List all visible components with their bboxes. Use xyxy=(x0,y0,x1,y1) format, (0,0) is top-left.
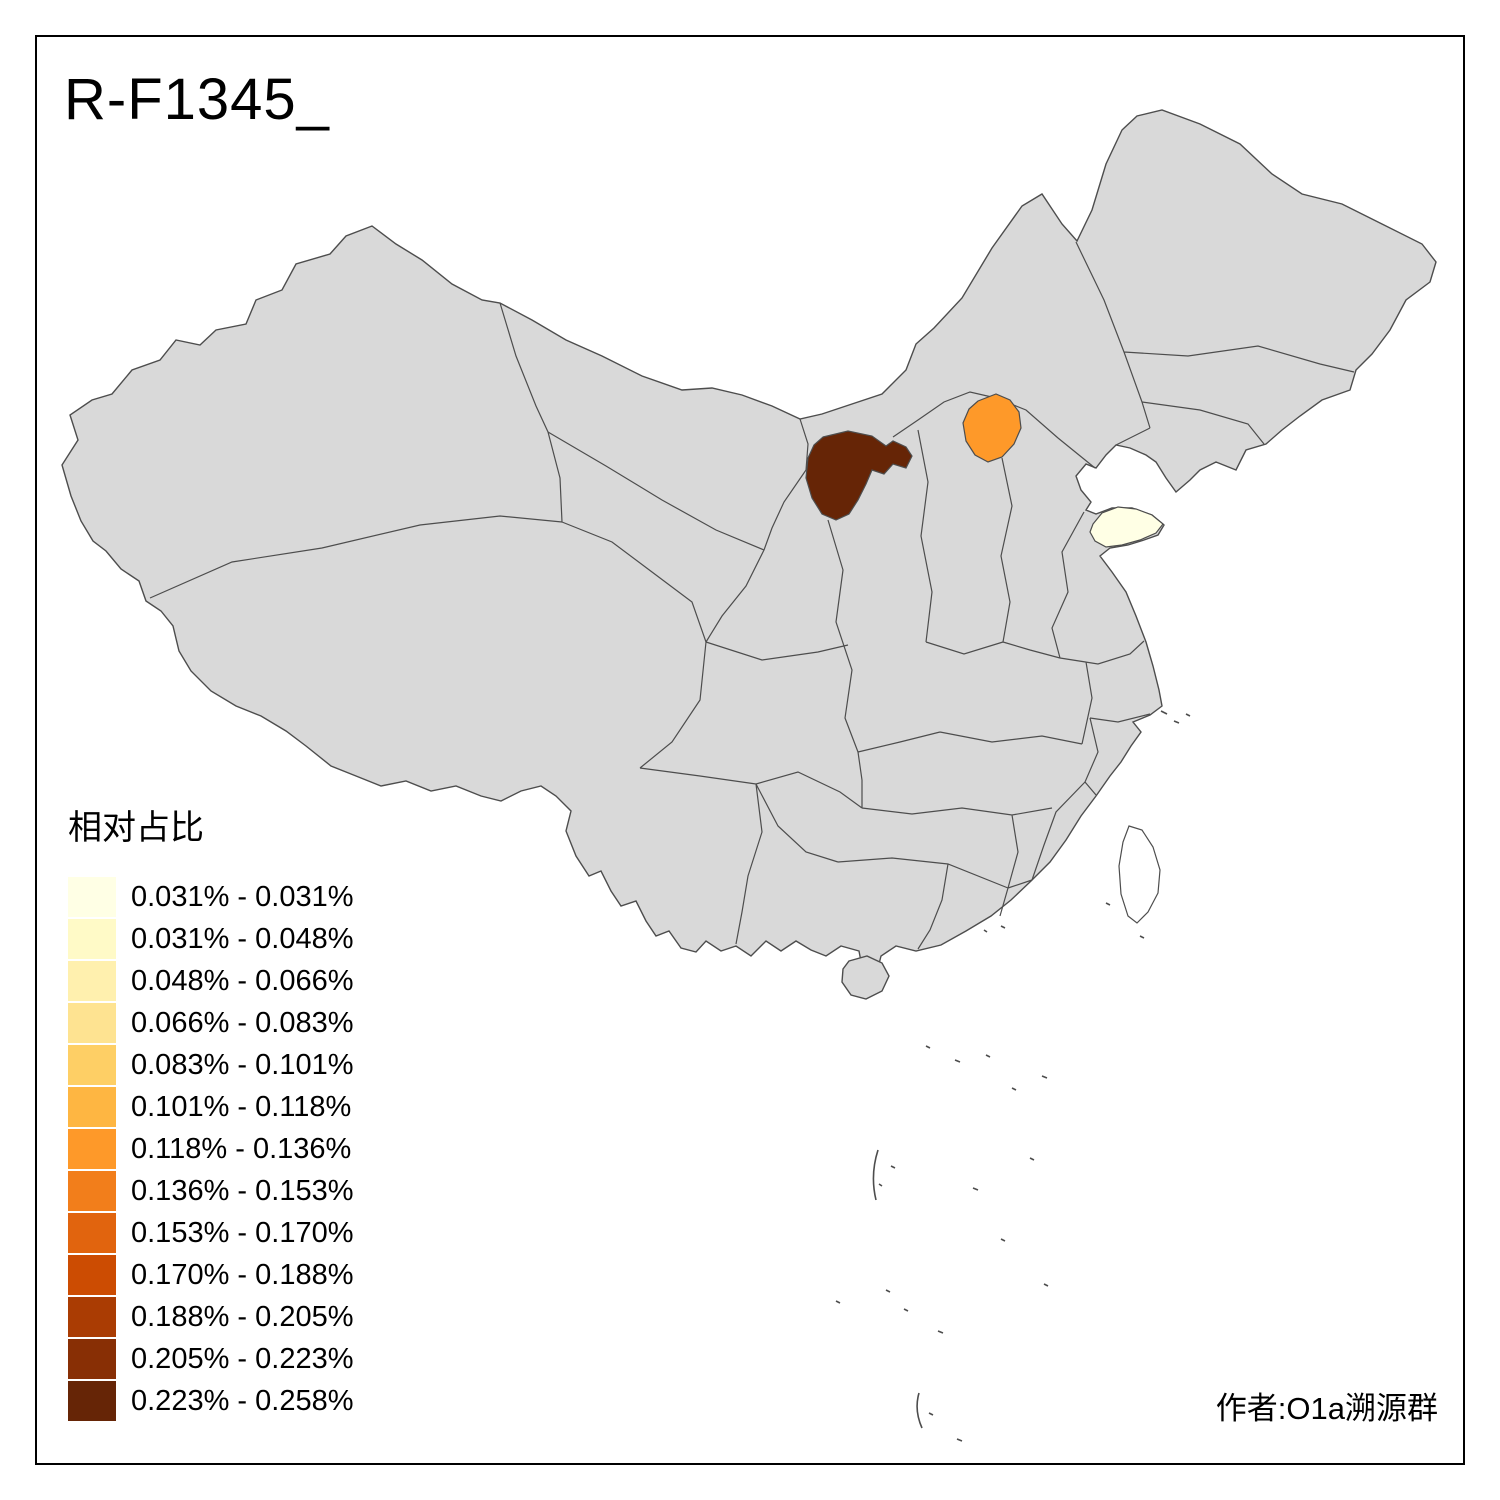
legend-swatch xyxy=(68,1255,116,1295)
legend-item: 0.083% - 0.101% xyxy=(68,1044,353,1086)
legend-label: 0.136% - 0.153% xyxy=(131,1174,354,1207)
legend-label: 0.153% - 0.170% xyxy=(131,1216,354,1249)
legend-swatch xyxy=(68,1213,116,1253)
legend-swatch xyxy=(68,1171,116,1211)
legend-label: 0.031% - 0.048% xyxy=(131,922,354,955)
legend-item: 0.048% - 0.066% xyxy=(68,960,353,1002)
page-title: R-F1345_ xyxy=(64,67,330,132)
legend-label: 0.188% - 0.205% xyxy=(131,1300,354,1333)
legend-item: 0.223% - 0.258% xyxy=(68,1380,353,1422)
legend-item: 0.205% - 0.223% xyxy=(68,1338,353,1380)
legend: 相对占比 0.031% - 0.031% 0.031% - 0.048% 0.048… xyxy=(68,808,353,1422)
plot-frame xyxy=(35,35,1465,1465)
hainan-island xyxy=(841,955,890,1000)
legend-swatch xyxy=(68,1087,116,1127)
legend-label: 0.101% - 0.118% xyxy=(131,1090,352,1123)
legend-label: 0.205% - 0.223% xyxy=(131,1342,354,1375)
legend-swatch xyxy=(68,1129,116,1169)
legend-item: 0.066% - 0.083% xyxy=(68,1002,353,1044)
taiwan-island xyxy=(1118,825,1161,924)
author-credit: 作者:O1a溯源群 xyxy=(1215,1391,1438,1426)
map-region-orange xyxy=(962,393,1022,463)
map-region-darkest xyxy=(805,430,913,521)
province-borders xyxy=(149,241,1355,950)
legend-items: 0.031% - 0.031% 0.031% - 0.048% 0.048% - 0… xyxy=(68,876,353,1422)
legend-label: 0.066% - 0.083% xyxy=(131,1006,354,1039)
map-region-palest xyxy=(1089,506,1164,548)
legend-swatch xyxy=(68,1339,116,1379)
legend-swatch xyxy=(68,919,116,959)
legend-label: 0.031% - 0.031% xyxy=(131,880,354,913)
small-islands xyxy=(835,710,1191,1442)
legend-swatch xyxy=(68,1297,116,1337)
legend-item: 0.153% - 0.170% xyxy=(68,1212,353,1254)
legend-label: 0.083% - 0.101% xyxy=(131,1048,354,1081)
legend-item: 0.101% - 0.118% xyxy=(68,1086,353,1128)
legend-item: 0.031% - 0.031% xyxy=(68,876,353,918)
legend-label: 0.170% - 0.188% xyxy=(131,1258,354,1291)
legend-label: 0.118% - 0.136% xyxy=(131,1132,352,1165)
legend-title: 相对占比 xyxy=(68,809,204,847)
legend-item: 0.170% - 0.188% xyxy=(68,1254,353,1296)
legend-item: 0.188% - 0.205% xyxy=(68,1296,353,1338)
legend-item: 0.118% - 0.136% xyxy=(68,1128,353,1170)
legend-item: 0.031% - 0.048% xyxy=(68,918,353,960)
legend-label: 0.223% - 0.258% xyxy=(131,1384,354,1417)
legend-swatch xyxy=(68,1045,116,1085)
legend-swatch xyxy=(68,1003,116,1043)
legend-item: 0.136% - 0.153% xyxy=(68,1170,353,1212)
legend-swatch xyxy=(68,1381,116,1421)
legend-swatch xyxy=(68,961,116,1001)
legend-label: 0.048% - 0.066% xyxy=(131,964,354,997)
legend-swatch xyxy=(68,877,116,917)
